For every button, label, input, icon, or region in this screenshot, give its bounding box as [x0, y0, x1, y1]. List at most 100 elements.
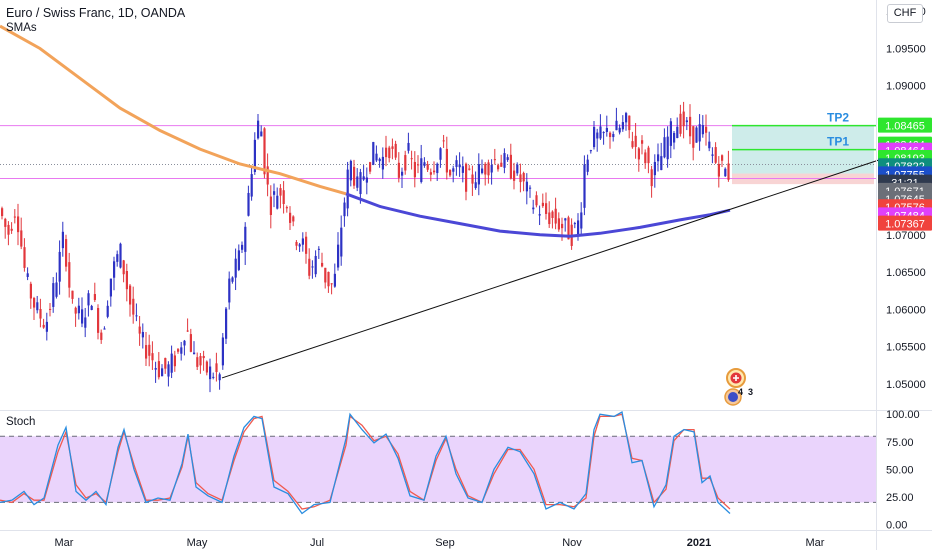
candle-body[interactable]: [666, 136, 669, 160]
candle-body[interactable]: [228, 278, 231, 303]
candle-body[interactable]: [282, 190, 285, 205]
candle-body[interactable]: [727, 163, 730, 180]
candle-body[interactable]: [705, 126, 708, 133]
candle-body[interactable]: [484, 163, 487, 175]
candle-body[interactable]: [369, 162, 372, 172]
candle-body[interactable]: [525, 181, 528, 192]
candle-body[interactable]: [100, 332, 103, 340]
candle-body[interactable]: [298, 244, 301, 247]
candle-body[interactable]: [180, 347, 183, 354]
candle-body[interactable]: [97, 308, 100, 333]
candle-body[interactable]: [701, 125, 704, 135]
candle-body[interactable]: [356, 176, 359, 188]
candle-body[interactable]: [202, 355, 205, 359]
candle-body[interactable]: [337, 244, 340, 268]
candle-body[interactable]: [145, 345, 148, 359]
candle-body[interactable]: [301, 238, 304, 245]
candle-body[interactable]: [321, 262, 324, 267]
candle-body[interactable]: [452, 168, 455, 172]
candle-body[interactable]: [634, 135, 637, 147]
candle-body[interactable]: [548, 212, 551, 225]
candle-body[interactable]: [532, 207, 535, 210]
candle-body[interactable]: [234, 258, 237, 278]
candle-body[interactable]: [65, 239, 68, 267]
candle-body[interactable]: [177, 349, 180, 352]
candle-body[interactable]: [724, 168, 727, 177]
candle-body[interactable]: [567, 217, 570, 240]
candle-body[interactable]: [404, 155, 407, 171]
candle-body[interactable]: [4, 218, 7, 227]
candle-body[interactable]: [676, 126, 679, 139]
candle-body[interactable]: [509, 154, 512, 179]
candle-body[interactable]: [183, 340, 186, 346]
candle-body[interactable]: [167, 364, 170, 377]
candle-body[interactable]: [349, 160, 352, 181]
price-label-box[interactable]: [878, 215, 932, 231]
candle-body[interactable]: [122, 260, 125, 275]
candle-body[interactable]: [397, 162, 400, 178]
candle-body[interactable]: [29, 283, 32, 299]
candle-body[interactable]: [292, 216, 295, 222]
stoch-pane[interactable]: [0, 411, 876, 515]
candle-body[interactable]: [381, 156, 384, 170]
candle-body[interactable]: [631, 141, 634, 148]
candle-body[interactable]: [615, 120, 618, 131]
candle-body[interactable]: [545, 203, 548, 214]
candle-body[interactable]: [109, 278, 112, 297]
candle-body[interactable]: [394, 143, 397, 158]
candle-body[interactable]: [513, 170, 516, 181]
sma-long-line[interactable]: [0, 24, 347, 196]
candle-body[interactable]: [164, 358, 167, 369]
stoch-label[interactable]: Stoch: [6, 416, 36, 428]
candle-body[interactable]: [113, 261, 116, 278]
candle-body[interactable]: [490, 164, 493, 173]
candle-body[interactable]: [103, 328, 106, 330]
candle-body[interactable]: [84, 317, 87, 328]
candle-body[interactable]: [410, 158, 413, 160]
candle-body[interactable]: [141, 331, 144, 338]
candle-body[interactable]: [413, 161, 416, 178]
candle-body[interactable]: [87, 293, 90, 306]
candle-body[interactable]: [378, 158, 381, 162]
candle-body[interactable]: [138, 326, 141, 334]
candle-body[interactable]: [663, 137, 666, 158]
candle-body[interactable]: [221, 337, 224, 366]
candle-body[interactable]: [551, 211, 554, 219]
candle-body[interactable]: [77, 305, 80, 314]
candle-body[interactable]: [157, 361, 160, 378]
candle-body[interactable]: [474, 182, 477, 188]
candle-body[interactable]: [388, 147, 391, 159]
candle-body[interactable]: [596, 132, 599, 139]
candle-body[interactable]: [429, 172, 432, 175]
candle-body[interactable]: [193, 352, 196, 355]
candle-body[interactable]: [535, 195, 538, 206]
candle-body[interactable]: [295, 242, 298, 246]
candle-body[interactable]: [49, 308, 52, 310]
candle-body[interactable]: [455, 160, 458, 167]
candle-body[interactable]: [417, 164, 420, 166]
candle-body[interactable]: [161, 368, 164, 377]
candle-body[interactable]: [36, 302, 39, 311]
candle-body[interactable]: [493, 159, 496, 161]
candle-body[interactable]: [20, 230, 23, 247]
candle-body[interactable]: [458, 164, 461, 168]
candle-body[interactable]: [721, 155, 724, 161]
candle-body[interactable]: [497, 165, 500, 170]
candle-body[interactable]: [695, 127, 698, 143]
candle-body[interactable]: [273, 191, 276, 195]
candle-body[interactable]: [257, 120, 260, 139]
candle-body[interactable]: [81, 309, 84, 324]
candle-body[interactable]: [561, 223, 564, 229]
candle-body[interactable]: [468, 168, 471, 170]
candle-body[interactable]: [253, 139, 256, 173]
candle-body[interactable]: [522, 172, 525, 182]
candle-body[interactable]: [628, 115, 631, 131]
candle-body[interactable]: [173, 355, 176, 367]
candle-body[interactable]: [618, 127, 621, 133]
candle-body[interactable]: [33, 297, 36, 308]
candle-body[interactable]: [557, 218, 560, 230]
candle-body[interactable]: [420, 158, 423, 182]
candle-body[interactable]: [189, 334, 192, 352]
candle-body[interactable]: [538, 214, 541, 216]
